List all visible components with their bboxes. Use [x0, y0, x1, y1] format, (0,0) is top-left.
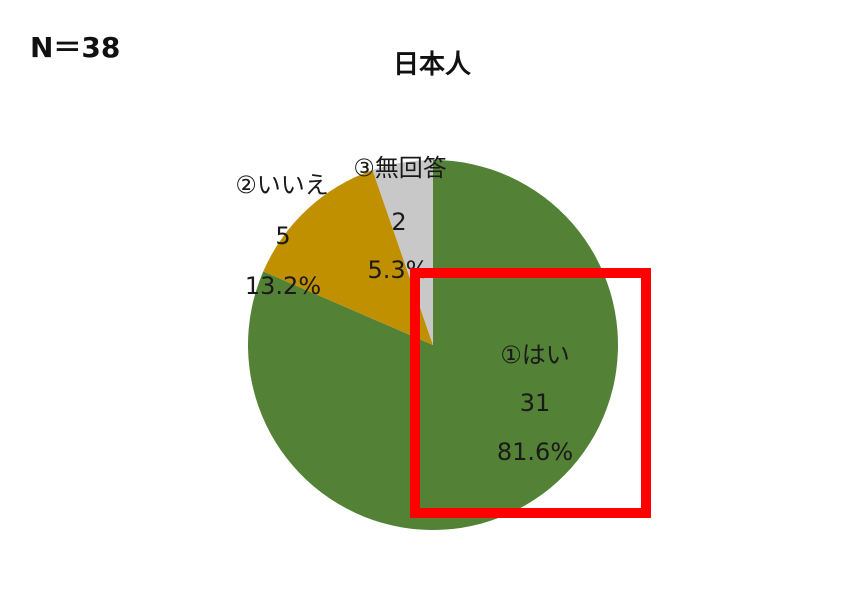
label-yes-name: ①はい: [500, 341, 570, 369]
label-noanswer-count: 2: [391, 208, 406, 236]
label-no-count: 5: [275, 222, 290, 250]
pie-slice-1: [263, 170, 433, 345]
highlight-box: [410, 268, 651, 518]
slice-label-no: ②いいえ 5 13.2%: [235, 171, 329, 300]
slice-label-yes: ①はい 31 81.6%: [497, 341, 573, 466]
pie-slice-0: [247, 160, 618, 530]
label-no-name: ②いいえ: [235, 171, 329, 199]
sample-size-label: N＝38: [30, 31, 121, 64]
chart-title: 日本人: [392, 50, 471, 80]
label-yes-count: 31: [520, 389, 551, 417]
label-yes-percent: 81.6%: [497, 438, 573, 466]
label-no-percent: 13.2%: [245, 272, 321, 300]
label-noanswer-name: ③無回答: [353, 154, 447, 182]
pie-slices: [247, 160, 618, 530]
